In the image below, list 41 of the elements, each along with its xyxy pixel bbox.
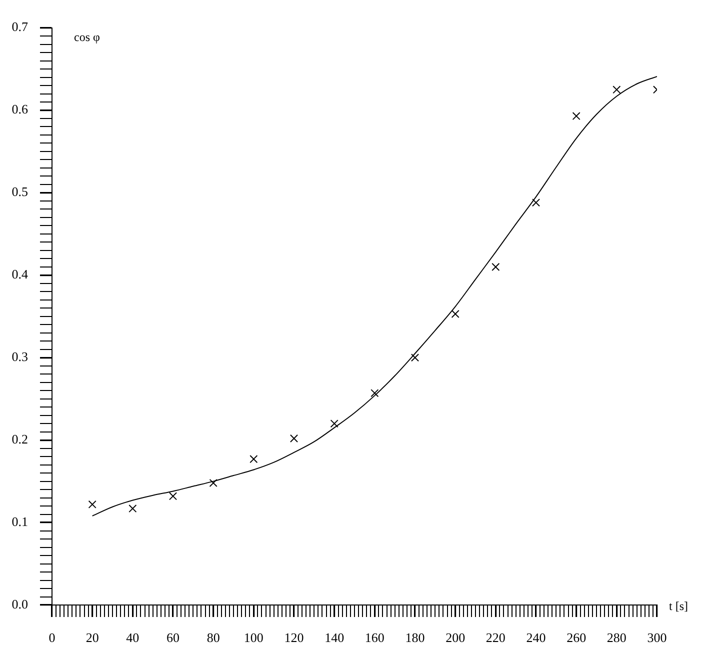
x-tick-label: 100 (244, 630, 264, 646)
x-tick-label: 140 (324, 630, 344, 646)
point (168, 492, 178, 500)
x-tick-label: 60 (166, 630, 180, 646)
y-tick-label: 0.4 (12, 266, 28, 282)
x-axis-title: t [s] (669, 599, 688, 614)
y-tick-label: 0.6 (12, 102, 28, 117)
x-tick-label: 80 (206, 630, 220, 646)
x-tick-label: 160 (364, 630, 384, 646)
x-tick-label: 20 (86, 630, 99, 646)
point (451, 310, 460, 318)
y-tick-label: 0.3 (12, 349, 28, 364)
x-tick-label: 120 (284, 630, 304, 646)
point (128, 504, 137, 513)
x-tick-label: 0 (48, 630, 56, 646)
point (572, 112, 580, 120)
point (492, 262, 500, 271)
x-tick-label: 200 (446, 630, 466, 646)
line-series (92, 76, 657, 516)
y-axis-title: cos φ (74, 30, 100, 44)
point (532, 198, 540, 207)
point (88, 500, 96, 508)
x-tick-label: 260 (566, 630, 586, 646)
y-tick-label: 0.1 (12, 514, 28, 529)
x-tick-label: 300 (647, 630, 667, 646)
x-tick-label: 240 (526, 630, 546, 646)
point (290, 434, 298, 442)
point (612, 86, 621, 94)
point (330, 420, 338, 428)
point (370, 389, 379, 398)
y-tick-label: 0.7 (12, 19, 28, 34)
y-tick-label: 0.2 (12, 432, 28, 447)
x-tick-label: 220 (486, 630, 506, 646)
point (209, 478, 218, 487)
y-tick-label: 0.5 (12, 184, 28, 200)
x-tick-label: 40 (126, 630, 140, 646)
x-tick-label: 280 (606, 630, 626, 646)
y-tick-label: 0.0 (12, 596, 28, 612)
point (410, 354, 420, 362)
point (250, 455, 258, 464)
x-tick-label: 180 (405, 630, 425, 646)
